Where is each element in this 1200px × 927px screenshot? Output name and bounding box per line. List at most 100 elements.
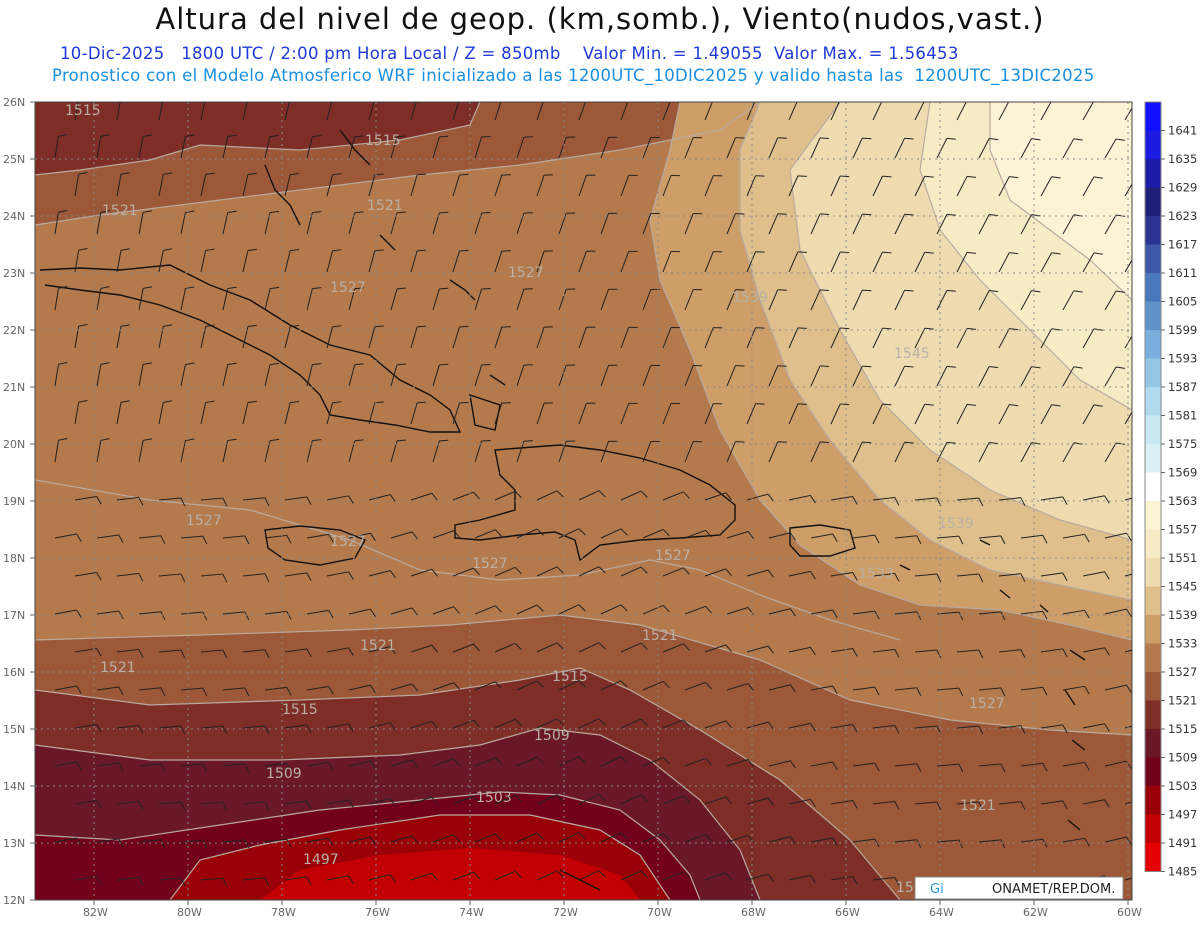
wind-barb xyxy=(200,172,215,197)
wind-barb xyxy=(180,611,208,621)
wind-barb xyxy=(852,762,880,772)
wind-barb xyxy=(96,438,110,463)
wind-barb xyxy=(326,571,354,580)
wind-barb xyxy=(684,441,703,463)
wind-barb xyxy=(894,441,914,463)
wind-barb xyxy=(222,687,250,697)
colorbar-label: 1545 xyxy=(1168,580,1197,594)
colorbar-swatch xyxy=(1145,586,1161,616)
wind-barb xyxy=(390,759,418,768)
wind-barb xyxy=(768,365,787,387)
wind-barb xyxy=(788,494,816,504)
wind-barb xyxy=(368,646,396,655)
wind-barb xyxy=(326,249,342,273)
wind-barb xyxy=(306,685,334,695)
wind-barb xyxy=(1104,442,1125,463)
wind-barb xyxy=(788,403,807,425)
wind-barb xyxy=(684,757,712,767)
wind-barb xyxy=(620,870,648,881)
wind-barb xyxy=(54,685,82,694)
wind-barb xyxy=(74,876,102,885)
wind-barb xyxy=(494,174,511,197)
wind-barb xyxy=(116,172,130,197)
lon-label: 74W xyxy=(459,906,484,919)
colorbar-swatch xyxy=(1145,843,1161,872)
wind-barb xyxy=(726,683,754,691)
wind-barb xyxy=(284,648,312,658)
wind-barb xyxy=(788,102,798,121)
wind-barb xyxy=(726,289,745,311)
longitude-axis: 82W 80W 78W 76W 74W 72W 70W 68W 66W 64W 62W 60W xyxy=(83,900,1142,919)
wind-barb xyxy=(578,718,606,729)
wind-barb xyxy=(768,760,796,769)
wind-barb xyxy=(200,497,228,507)
wind-barb xyxy=(516,136,533,159)
wind-barb xyxy=(956,327,977,349)
wind-barb xyxy=(810,533,838,542)
wind-barb xyxy=(1020,138,1041,159)
colorbar: 1641 1635 1629 1623 1617 1611 1605 1599 1593 1587… xyxy=(1144,101,1197,879)
wind-barb xyxy=(810,137,830,159)
wind-barb xyxy=(830,175,850,197)
wind-barb xyxy=(642,528,670,539)
lat-lon-grid xyxy=(35,102,1132,900)
wind-barb xyxy=(452,795,480,805)
wind-barb xyxy=(264,134,280,159)
colorbar-swatch xyxy=(1145,472,1161,502)
wind-barb xyxy=(74,400,88,425)
wind-barb xyxy=(222,763,250,773)
contour-label: 1503 xyxy=(476,790,512,806)
wind-barb xyxy=(914,649,942,659)
wind-barb xyxy=(158,172,173,197)
wind-barb xyxy=(956,403,977,425)
wind-barb xyxy=(116,876,144,886)
colorbar-swatch xyxy=(1145,216,1161,245)
wind-barb xyxy=(620,794,648,805)
colorbar-swatch xyxy=(1145,529,1161,559)
colorbar-swatch xyxy=(1145,558,1161,587)
wind-barb xyxy=(600,604,628,615)
wind-barb xyxy=(788,251,807,273)
wind-barb xyxy=(474,529,502,539)
forecast-info-line: 10-Dic-2025 1800 UTC / 2:00 pm Hora Loca… xyxy=(60,44,959,63)
contour-label: 1521 xyxy=(367,198,403,214)
wind-barb xyxy=(810,837,838,846)
wind-barb xyxy=(326,647,354,656)
wind-barb xyxy=(116,248,130,273)
wind-barb xyxy=(894,535,922,545)
wind-barb xyxy=(642,604,670,615)
wind-barb xyxy=(768,608,796,617)
wind-barb xyxy=(1040,252,1061,273)
lat-label: 21N xyxy=(3,381,25,394)
contour-label: 1509 xyxy=(266,766,302,782)
wind-barb xyxy=(810,609,838,618)
wind-barb xyxy=(158,573,186,583)
lat-label: 18N xyxy=(3,552,25,565)
wind-barb xyxy=(1124,877,1132,881)
wind-barb xyxy=(432,834,460,843)
wind-barb xyxy=(936,289,956,311)
wind-barb xyxy=(200,649,228,659)
wind-barb xyxy=(558,440,576,463)
wind-barb xyxy=(368,722,396,731)
wind-barb xyxy=(1040,404,1061,425)
wind-barb xyxy=(936,687,964,697)
wind-barb xyxy=(978,611,1006,621)
wind-barb xyxy=(704,403,723,425)
wind-barb xyxy=(578,326,596,349)
lon-label: 70W xyxy=(647,906,672,919)
wind-barb xyxy=(452,325,469,349)
wind-barb xyxy=(242,248,257,273)
lat-label: 25N xyxy=(3,153,25,166)
wind-barb xyxy=(1082,252,1103,273)
wind-barb xyxy=(54,285,68,311)
wind-barb xyxy=(494,490,522,501)
wind-barb xyxy=(536,102,544,121)
wind-barb xyxy=(410,568,438,577)
contour-label: 1527 xyxy=(655,548,691,564)
wind-barb xyxy=(1104,290,1125,311)
lat-label: 13N xyxy=(3,837,25,850)
wind-barb xyxy=(872,724,900,734)
wind-barb xyxy=(54,209,68,235)
wind-barb xyxy=(222,438,237,463)
